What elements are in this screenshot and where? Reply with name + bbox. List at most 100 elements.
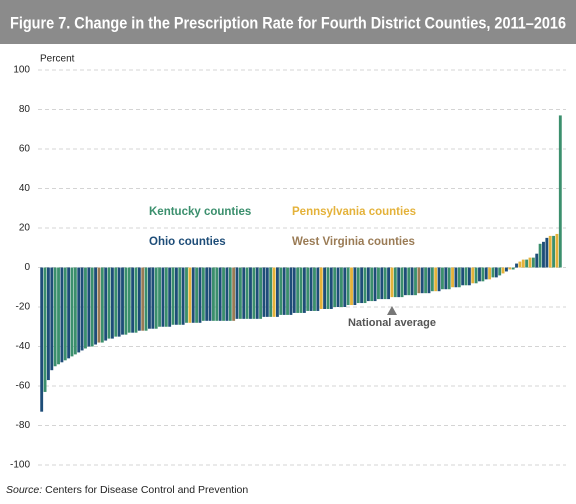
bar	[252, 267, 256, 319]
bar	[198, 267, 202, 323]
bar	[373, 267, 377, 302]
source-text: Centers for Disease Control and Preventi…	[45, 484, 248, 496]
bar	[249, 267, 252, 319]
bar	[131, 267, 135, 333]
bar	[195, 267, 199, 323]
bar	[218, 267, 222, 321]
legend-entry: Kentucky counties	[149, 206, 251, 218]
bar	[430, 267, 434, 292]
y-tick-label: 40	[19, 183, 31, 194]
source: Source: Centers for Disease Control and …	[6, 484, 248, 496]
bar	[296, 267, 300, 313]
bar	[57, 267, 60, 365]
bar	[208, 267, 212, 321]
bar	[90, 267, 94, 347]
bar	[383, 267, 387, 300]
bar	[555, 233, 559, 268]
bar	[110, 267, 114, 339]
annotation-marker	[387, 306, 397, 315]
bar	[525, 259, 529, 268]
bar	[508, 267, 512, 270]
bar	[403, 267, 407, 296]
legend-entry: Pennsylvania counties	[292, 206, 416, 218]
bar	[225, 267, 229, 321]
bar	[504, 267, 508, 272]
bar	[427, 267, 431, 294]
bar	[269, 267, 273, 317]
bar	[174, 267, 178, 325]
bar	[242, 267, 246, 319]
bar	[127, 267, 131, 333]
bar	[467, 267, 471, 286]
bar	[363, 267, 367, 304]
bar	[40, 267, 44, 412]
bar	[84, 267, 87, 349]
bar	[114, 267, 118, 337]
bar	[313, 267, 316, 311]
bar	[417, 267, 421, 294]
bar	[151, 267, 155, 329]
bar	[124, 267, 128, 335]
y-tick-label: 0	[24, 262, 30, 273]
bar	[299, 267, 303, 313]
y-tick-label: -20	[16, 302, 31, 313]
y-tick-label: 20	[19, 223, 31, 234]
bar	[360, 267, 364, 304]
source-label: Source:	[6, 484, 42, 496]
bar	[121, 267, 124, 335]
y-tick-label: 60	[19, 144, 31, 155]
bar	[518, 261, 522, 268]
bar	[70, 267, 74, 357]
bar	[94, 267, 98, 345]
bar	[434, 267, 438, 292]
bar	[107, 267, 111, 339]
bar	[154, 267, 158, 329]
bar	[282, 267, 286, 315]
bar	[481, 267, 485, 282]
bar	[215, 267, 219, 321]
legend-entry: West Virginia counties	[292, 236, 415, 248]
bar	[366, 267, 370, 302]
bar	[232, 267, 236, 321]
bar	[346, 267, 350, 306]
bar	[188, 267, 192, 323]
bar	[451, 267, 454, 288]
bar	[171, 267, 175, 325]
bar	[535, 253, 539, 268]
bar	[494, 267, 498, 278]
bar	[545, 237, 549, 268]
bar	[437, 267, 441, 292]
y-tick-label: 100	[13, 65, 30, 76]
bar	[235, 267, 239, 319]
bar	[343, 267, 347, 307]
y-tick-label: 80	[19, 104, 31, 115]
bar	[319, 267, 323, 309]
bar	[222, 267, 225, 321]
bar	[117, 267, 121, 337]
bar	[141, 267, 145, 331]
bar	[205, 267, 209, 321]
bar	[531, 257, 535, 268]
bar	[148, 267, 151, 329]
bar	[478, 267, 481, 282]
bar	[289, 267, 293, 315]
bar	[265, 267, 269, 317]
bar	[316, 267, 320, 311]
bar	[464, 267, 468, 286]
bar	[323, 267, 327, 309]
bar	[43, 267, 47, 392]
bar	[387, 267, 390, 300]
bar	[515, 263, 518, 268]
bar	[67, 267, 71, 359]
y-tick-label: -60	[16, 381, 31, 392]
bar	[326, 267, 330, 309]
bar	[104, 267, 108, 341]
bar	[457, 267, 461, 288]
bar	[158, 267, 161, 327]
bar	[471, 267, 475, 284]
bar	[474, 267, 478, 284]
bar	[488, 267, 492, 280]
bar	[390, 267, 394, 298]
bar	[339, 267, 343, 307]
chart-title: Figure 7. Change in the Prescription Rat…	[10, 13, 566, 32]
